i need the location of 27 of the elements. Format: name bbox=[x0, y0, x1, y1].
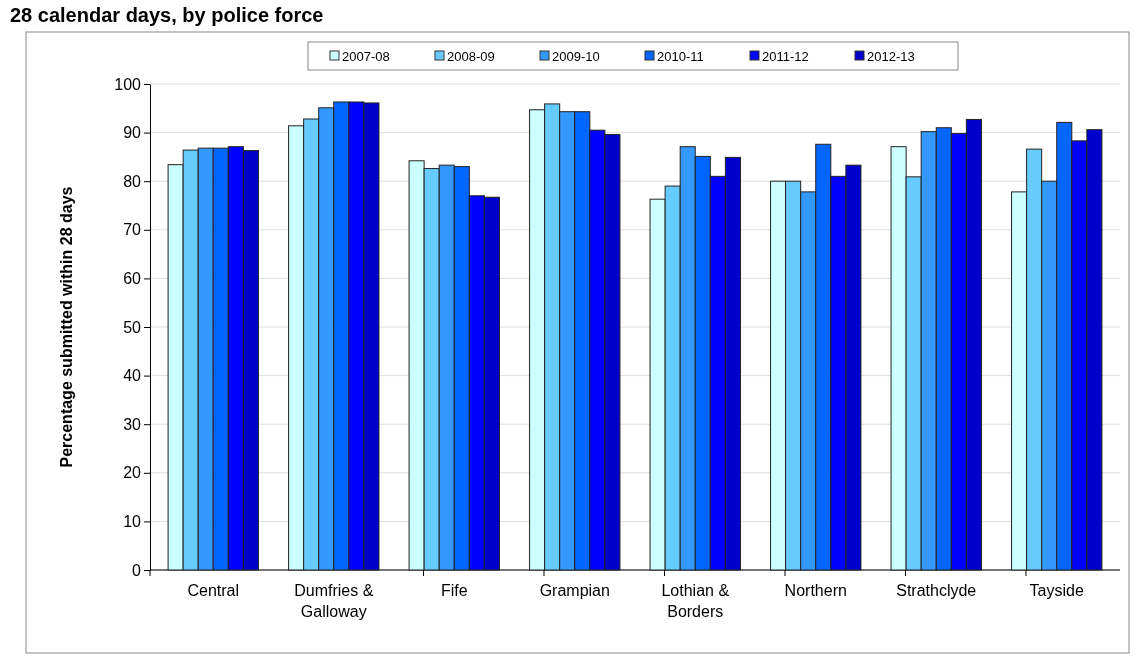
x-tick-label: Tayside bbox=[1029, 582, 1084, 599]
x-tick-label: Northern bbox=[784, 582, 847, 599]
y-tick-label: 90 bbox=[123, 124, 142, 142]
y-tick-label: 60 bbox=[123, 270, 142, 288]
y-tick-label: 20 bbox=[123, 464, 142, 482]
y-tick-label: 70 bbox=[123, 221, 142, 239]
legend-label: 2011-12 bbox=[762, 49, 809, 64]
y-axis-title: Percentage submitted within 28 days bbox=[58, 186, 75, 468]
x-tick-label: Fife bbox=[440, 582, 468, 599]
y-tick-label: 100 bbox=[114, 75, 142, 93]
x-tick-label: Grampian bbox=[539, 582, 610, 599]
x-tick-label: Dumfries & Galloway bbox=[294, 582, 374, 620]
y-tick-label: 0 bbox=[132, 561, 142, 579]
chart-title: 28 calendar days, by police force bbox=[10, 4, 324, 26]
y-tick-label: 30 bbox=[123, 415, 142, 433]
legend-label: 2009-10 bbox=[552, 49, 600, 64]
legend-label: 2012-13 bbox=[867, 49, 915, 64]
legend-label: 2007-08 bbox=[342, 49, 390, 64]
y-tick-label: 50 bbox=[123, 318, 142, 336]
x-tick-label: Central bbox=[187, 582, 240, 599]
legend-label: 2010-11 bbox=[657, 49, 704, 64]
y-tick-label: 80 bbox=[123, 172, 142, 190]
x-tick-label: Strathclyde bbox=[896, 582, 977, 599]
x-tick-label: Lothian & Borders bbox=[661, 582, 730, 620]
legend-label: 2008-09 bbox=[447, 49, 495, 64]
y-tick-label: 10 bbox=[123, 513, 142, 531]
y-tick-label: 40 bbox=[123, 367, 142, 385]
